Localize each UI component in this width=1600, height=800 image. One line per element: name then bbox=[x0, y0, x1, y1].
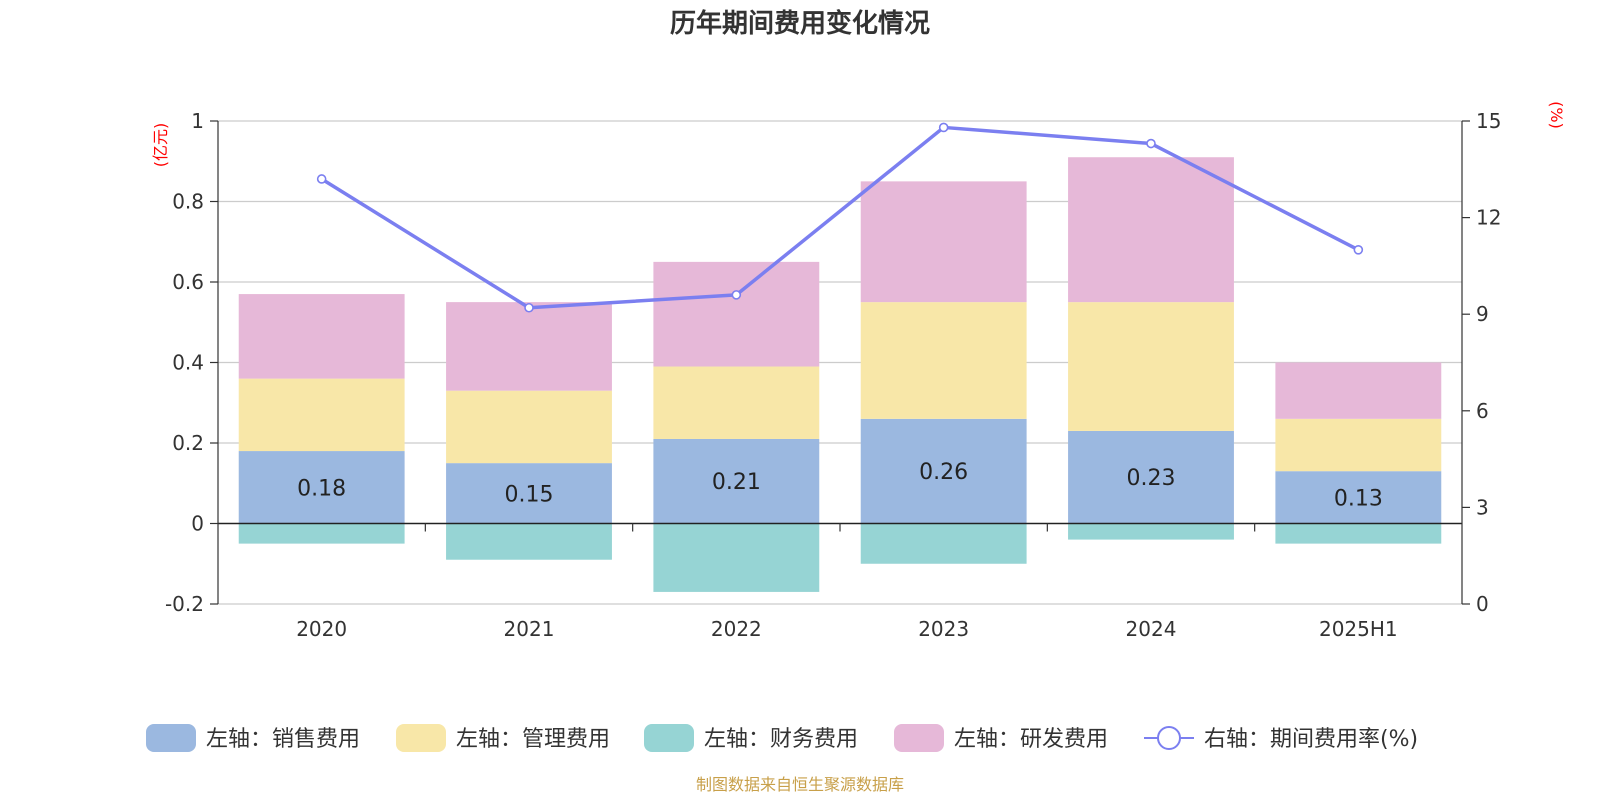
category-label: 2020 bbox=[296, 617, 347, 641]
grid bbox=[218, 120, 1462, 605]
rate-point bbox=[731, 290, 742, 300]
bar-segment bbox=[446, 463, 612, 524]
bar-segment bbox=[1275, 418, 1442, 472]
category-label: 2021 bbox=[504, 617, 555, 641]
rate-point bbox=[1353, 245, 1364, 255]
bar-segment bbox=[238, 451, 405, 524]
bar-segment bbox=[1275, 362, 1442, 419]
data-labels: 0.18 0.15 0.21 0.26 0.23 0.13 bbox=[297, 460, 1383, 511]
bar-segment bbox=[653, 523, 820, 592]
bar-data-label: 0.18 bbox=[297, 476, 346, 501]
category-label: 2024 bbox=[1126, 617, 1177, 641]
legend-swatch bbox=[396, 724, 446, 752]
bar-data-label: 0.26 bbox=[919, 460, 968, 485]
left-tick-label: 0.6 bbox=[172, 270, 204, 294]
bar-segment bbox=[446, 302, 612, 391]
left-tick-label: 0.8 bbox=[172, 190, 204, 214]
left-tick-label: 1 bbox=[191, 109, 204, 133]
bar-segment bbox=[446, 523, 612, 560]
category-label: 2023 bbox=[918, 617, 969, 641]
bar-segment bbox=[1275, 523, 1442, 544]
legend-label: 右轴：期间费用率(%) bbox=[1204, 727, 1418, 752]
rate-point bbox=[1146, 138, 1156, 149]
legend-marker bbox=[1157, 726, 1181, 750]
legend-item[interactable]: 左轴：销售费用 bbox=[146, 724, 360, 752]
legend-label: 左轴：管理费用 bbox=[456, 727, 610, 752]
right-axis-unit: (%) bbox=[1547, 101, 1566, 129]
bar-segment bbox=[238, 294, 405, 379]
bar-segment bbox=[238, 523, 405, 544]
right-tick-label: 9 bbox=[1476, 302, 1489, 326]
bar-data-label: 0.15 bbox=[505, 482, 554, 507]
right-tick-label: 12 bbox=[1476, 206, 1501, 230]
axes: -0.2 0 0.2 0.4 0.6 0.8 1 0 3 6 9 12 15 2020 2021 2022 20… bbox=[165, 109, 1501, 641]
rate-point bbox=[938, 122, 949, 133]
legend-label: 左轴：销售费用 bbox=[206, 727, 360, 752]
legend-item[interactable]: 左轴：研发费用 bbox=[894, 724, 1108, 752]
bar-segment bbox=[1068, 302, 1234, 431]
bar-segment bbox=[860, 181, 1027, 303]
legend: 左轴：销售费用 左轴：管理费用 左轴：财务费用 左轴：研发费用 右轴：期间费用率(%) bbox=[146, 724, 1418, 752]
left-axis-unit: (亿元) bbox=[151, 123, 170, 168]
legend-label: 左轴：研发费用 bbox=[954, 727, 1108, 752]
left-tick-label: -0.2 bbox=[165, 592, 204, 616]
bar-data-label: 0.21 bbox=[712, 470, 761, 495]
bar-segment bbox=[1068, 157, 1234, 303]
legend-swatch bbox=[894, 724, 944, 752]
bars bbox=[238, 157, 1442, 592]
bar-segment bbox=[860, 523, 1027, 564]
right-tick-label: 3 bbox=[1476, 495, 1489, 519]
source-note: 制图数据来自恒生聚源数据库 bbox=[696, 775, 904, 794]
bar-segment bbox=[653, 366, 820, 439]
bar-segment bbox=[1275, 471, 1442, 524]
left-tick-label: 0 bbox=[191, 512, 204, 536]
category-label: 2025H1 bbox=[1319, 617, 1398, 641]
legend-label: 左轴：财务费用 bbox=[704, 727, 858, 752]
left-tick-label: 0.4 bbox=[172, 351, 204, 375]
legend-item[interactable]: 右轴：期间费用率(%) bbox=[1144, 726, 1418, 752]
legend-swatch bbox=[146, 724, 196, 752]
bar-data-label: 0.23 bbox=[1127, 466, 1176, 491]
legend-item[interactable]: 左轴：管理费用 bbox=[396, 724, 610, 752]
right-tick-label: 15 bbox=[1476, 109, 1501, 133]
bar-segment bbox=[653, 438, 820, 524]
category-label: 2022 bbox=[711, 617, 762, 641]
rate-line-path bbox=[320, 125, 1360, 310]
legend-swatch bbox=[644, 724, 694, 752]
bar-segment bbox=[1068, 430, 1234, 524]
bar-segment bbox=[653, 261, 820, 367]
right-tick-label: 0 bbox=[1476, 592, 1489, 616]
bar-data-label: 0.13 bbox=[1334, 486, 1383, 511]
chart-title: 历年期间费用变化情况 bbox=[670, 8, 930, 39]
rate-point bbox=[524, 302, 534, 313]
bar-segment bbox=[860, 418, 1027, 524]
bar-segment bbox=[238, 378, 405, 452]
rate-point bbox=[316, 174, 327, 184]
right-tick-label: 6 bbox=[1476, 399, 1489, 423]
bar-segment bbox=[446, 390, 612, 464]
bar-segment bbox=[1068, 523, 1234, 540]
left-tick-label: 0.2 bbox=[172, 431, 204, 455]
bar-segment bbox=[860, 302, 1027, 419]
rate-line bbox=[316, 122, 1364, 313]
legend-item[interactable]: 左轴：财务费用 bbox=[644, 724, 858, 752]
